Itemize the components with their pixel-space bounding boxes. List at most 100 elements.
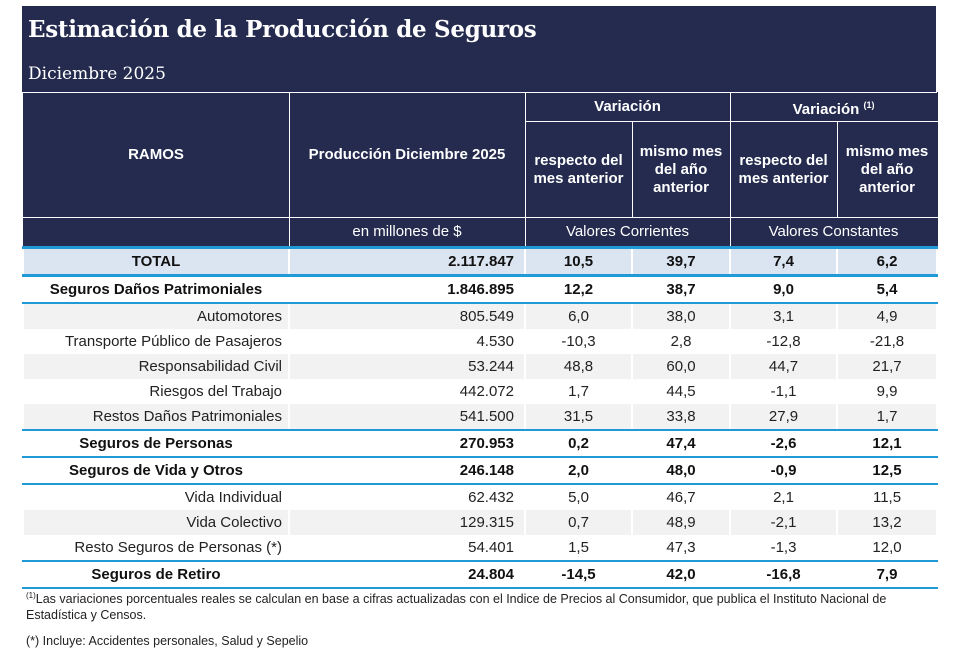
row-v4: 12,1 bbox=[836, 430, 939, 458]
row-v4: 12,5 bbox=[836, 457, 939, 485]
header-variacion: Variación bbox=[524, 92, 731, 122]
row-prod: 62.432 bbox=[288, 484, 526, 510]
row-prod: 270.953 bbox=[288, 430, 526, 458]
row-prod: 129.315 bbox=[288, 510, 526, 535]
footnote-2: (*) Incluye: Accidentes personales, Salu… bbox=[26, 634, 309, 649]
table-row: Vida Individual 62.432 5,0 46,7 2,1 11,5 bbox=[22, 484, 939, 510]
row-v2: 38,7 bbox=[630, 275, 732, 304]
header-valores-corrientes: Valores Corrientes bbox=[524, 217, 731, 248]
row-v4: 7,9 bbox=[836, 561, 939, 589]
row-v1: 5,0 bbox=[524, 484, 633, 510]
row-v4: 5,4 bbox=[836, 275, 939, 304]
header-resp-mes-anterior-2: respecto del mes anterior bbox=[729, 121, 838, 218]
row-v4: 13,2 bbox=[836, 510, 939, 535]
row-v2: 48,0 bbox=[630, 457, 732, 485]
row-v3: 3,1 bbox=[729, 303, 839, 329]
header-mismo-mes-2: mismo mes del año anterior bbox=[836, 121, 938, 218]
row-name: Seguros de Retiro bbox=[22, 561, 290, 589]
table-row: Seguros de Personas 270.953 0,2 47,4 -2,… bbox=[22, 430, 939, 458]
row-v2: 42,0 bbox=[630, 561, 732, 589]
header-variacion-real: Variación (1) bbox=[729, 92, 938, 122]
row-v4: 4,9 bbox=[836, 303, 939, 329]
row-v2: 39,7 bbox=[630, 246, 732, 277]
table-row: Responsabilidad Civil 53.244 48,8 60,0 4… bbox=[22, 354, 939, 379]
row-v1: 6,0 bbox=[524, 303, 633, 329]
row-v2: 38,0 bbox=[630, 303, 732, 329]
row-name: Seguros Daños Patrimoniales bbox=[22, 275, 290, 304]
row-name: Transporte Público de Pasajeros bbox=[22, 329, 290, 354]
row-v2: 33,8 bbox=[630, 404, 732, 431]
row-name: Seguros de Personas bbox=[22, 430, 290, 458]
header-blank bbox=[22, 217, 290, 248]
row-v3: -1,3 bbox=[729, 535, 839, 562]
row-prod: 24.804 bbox=[288, 561, 526, 589]
table-row: Riesgos del Trabajo 442.072 1,7 44,5 -1,… bbox=[22, 379, 939, 404]
table-row: Transporte Público de Pasajeros 4.530 -1… bbox=[22, 329, 939, 354]
row-v2: 46,7 bbox=[630, 484, 732, 510]
row-prod: 53.244 bbox=[288, 354, 526, 379]
row-name: Seguros de Vida y Otros bbox=[22, 457, 290, 485]
row-v2: 2,8 bbox=[630, 329, 732, 354]
row-v3: -1,1 bbox=[729, 379, 839, 404]
row-v1: 0,7 bbox=[524, 510, 633, 535]
row-v4: -21,8 bbox=[836, 329, 939, 354]
row-v1: 10,5 bbox=[524, 246, 633, 277]
row-v2: 47,3 bbox=[630, 535, 732, 562]
table-row: Seguros de Retiro 24.804 -14,5 42,0 -16,… bbox=[22, 561, 939, 589]
footnotes: (1)Las variaciones porcentuales reales s… bbox=[26, 588, 926, 649]
table-row: Resto Seguros de Personas (*) 54.401 1,5… bbox=[22, 535, 939, 562]
row-v3: 27,9 bbox=[729, 404, 839, 431]
header-ramos: RAMOS bbox=[22, 92, 290, 218]
row-v3: -12,8 bbox=[729, 329, 839, 354]
page-title: Estimación de la Producción de Seguros bbox=[28, 16, 537, 43]
row-v3: -16,8 bbox=[729, 561, 839, 589]
row-prod: 4.530 bbox=[288, 329, 526, 354]
header-resp-mes-anterior: respecto del mes anterior bbox=[524, 121, 633, 218]
footnote-1-marker: (1) bbox=[26, 591, 36, 600]
row-prod: 541.500 bbox=[288, 404, 526, 431]
row-prod: 54.401 bbox=[288, 535, 526, 562]
footnote-1-text: Las variaciones porcentuales reales se c… bbox=[26, 592, 887, 623]
row-v1: 31,5 bbox=[524, 404, 633, 431]
header-valores-constantes: Valores Constantes bbox=[729, 217, 938, 248]
table-row: Automotores 805.549 6,0 38,0 3,1 4,9 bbox=[22, 303, 939, 329]
row-name: Vida Colectivo bbox=[22, 510, 290, 535]
row-v1: 48,8 bbox=[524, 354, 633, 379]
row-v4: 9,9 bbox=[836, 379, 939, 404]
row-prod: 805.549 bbox=[288, 303, 526, 329]
row-name: Vida Individual bbox=[22, 484, 290, 510]
header-variacion-real-sup: (1) bbox=[863, 99, 875, 110]
row-v3: 7,4 bbox=[729, 246, 839, 277]
header-unit: en millones de $ bbox=[288, 217, 526, 248]
row-v1: 12,2 bbox=[524, 275, 633, 304]
row-prod: 442.072 bbox=[288, 379, 526, 404]
header-produccion: Producción Diciembre 2025 bbox=[288, 92, 526, 218]
row-prod: 246.148 bbox=[288, 457, 526, 485]
row-v3: 9,0 bbox=[729, 275, 839, 304]
header-mismo-mes: mismo mes del año anterior bbox=[631, 121, 731, 218]
page-subtitle: Diciembre 2025 bbox=[28, 64, 166, 84]
row-v4: 1,7 bbox=[836, 404, 939, 431]
table-row: Seguros Daños Patrimoniales 1.846.895 12… bbox=[22, 275, 939, 304]
table-row: Seguros de Vida y Otros 246.148 2,0 48,0… bbox=[22, 457, 939, 485]
row-v1: 2,0 bbox=[524, 457, 633, 485]
row-name: Automotores bbox=[22, 303, 290, 329]
row-name: Riesgos del Trabajo bbox=[22, 379, 290, 404]
report-container: Estimación de la Producción de Seguros D… bbox=[22, 6, 939, 589]
table-row: Restos Daños Patrimoniales 541.500 31,5 … bbox=[22, 404, 939, 431]
row-v2: 60,0 bbox=[630, 354, 732, 379]
row-v2: 44,5 bbox=[630, 379, 732, 404]
row-v4: 6,2 bbox=[836, 246, 939, 277]
row-name: Resto Seguros de Personas (*) bbox=[22, 535, 290, 562]
header-variacion-real-label: Variación bbox=[792, 100, 860, 118]
row-v1: 1,7 bbox=[524, 379, 633, 404]
row-name: Restos Daños Patrimoniales bbox=[22, 404, 290, 431]
table-row: Vida Colectivo 129.315 0,7 48,9 -2,1 13,… bbox=[22, 510, 939, 535]
row-v3: 44,7 bbox=[729, 354, 839, 379]
row-name: Responsabilidad Civil bbox=[22, 354, 290, 379]
row-v1: -10,3 bbox=[524, 329, 633, 354]
row-prod: 2.117.847 bbox=[288, 246, 526, 277]
row-v3: 2,1 bbox=[729, 484, 839, 510]
row-name: TOTAL bbox=[22, 246, 290, 277]
table-row: TOTAL 2.117.847 10,5 39,7 7,4 6,2 bbox=[22, 246, 939, 277]
